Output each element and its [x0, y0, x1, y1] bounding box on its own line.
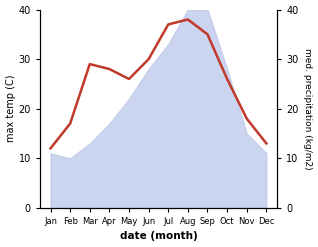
- Y-axis label: med. precipitation (kg/m2): med. precipitation (kg/m2): [303, 48, 313, 169]
- X-axis label: date (month): date (month): [120, 231, 197, 242]
- Y-axis label: max temp (C): max temp (C): [5, 75, 16, 143]
